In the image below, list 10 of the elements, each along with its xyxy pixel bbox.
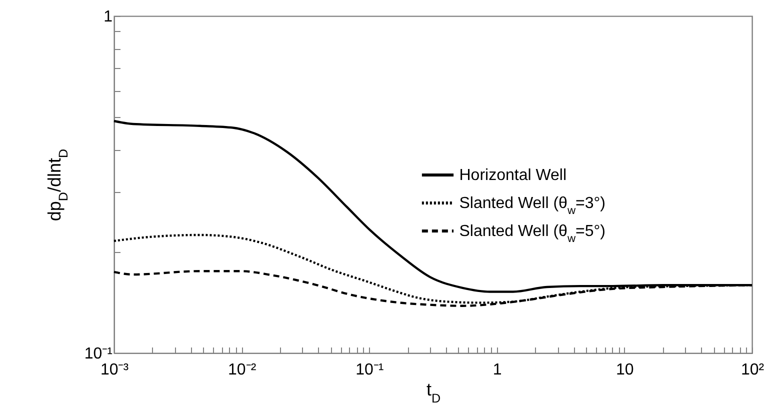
- x-axis-title: t$_{D}$: [426, 380, 441, 406]
- legend-label: Horizontal Well: [459, 167, 567, 184]
- x-tick-label: 1: [492, 362, 502, 378]
- x-tick-label: 10²: [740, 362, 765, 378]
- legend-label: Slanted Well (θ$_{w}$=3°): [459, 195, 606, 218]
- x-tick-label: 10: [616, 362, 634, 378]
- x-tick-label: 10⁻³: [100, 362, 130, 378]
- x-tick-label: 10⁻²: [228, 362, 257, 378]
- legend-label: Slanted Well (θ$_{w}$=5°): [459, 223, 606, 246]
- x-tick-label: 10⁻¹: [356, 362, 384, 378]
